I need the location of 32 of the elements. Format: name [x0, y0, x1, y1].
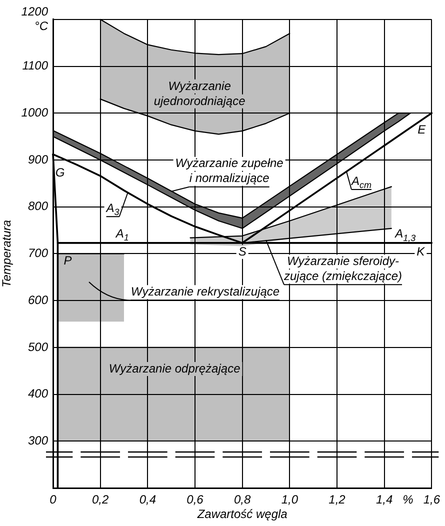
x-tick-label: 0,8	[234, 492, 251, 507]
x-tick-label: 0,4	[139, 492, 156, 507]
x-tick-label: 0,2	[92, 492, 109, 507]
x-tick-label: 1,4	[376, 492, 393, 507]
annotation: E	[418, 122, 427, 136]
y-axis-title: Temperatura	[0, 220, 14, 288]
annotation: P	[64, 253, 72, 268]
annotation: Wyżarzanie ujednorodniające	[154, 78, 246, 108]
y-tick-label: 1000	[21, 105, 48, 120]
y-tick-label: 1100	[22, 58, 48, 73]
annotation: Wyżarzanie zupełne i normalizujące	[175, 156, 284, 186]
y-tick-label: 700	[28, 246, 48, 260]
annotation: Wyżarzanie sferoidy- zujące (zmiękczające)	[282, 254, 402, 283]
x-tick-label: 1,0	[281, 492, 298, 507]
y-tick-label: 400	[28, 386, 48, 401]
x-tick-label: 0	[50, 492, 57, 507]
annotation: K	[416, 244, 426, 258]
x-tick-label: 1,6	[423, 492, 440, 507]
x-tick-label: %	[402, 492, 414, 507]
annotation: Wyżarzanie rekrystalizujące	[130, 284, 280, 298]
y-tick-label: 600	[28, 292, 48, 307]
x-tick-label: 0,6	[186, 492, 204, 507]
x-tick-label: 1,2	[328, 492, 346, 507]
y-tick-label: 900	[28, 152, 48, 166]
y-tick-label: 500	[28, 340, 48, 354]
annotation: Wyżarzanie odprężające	[108, 361, 241, 376]
annotation: S	[238, 244, 246, 258]
y-tick-label: 300	[28, 433, 48, 448]
annotation: G	[55, 166, 65, 180]
y-tick-label: 800	[28, 199, 48, 214]
y-tick-label: 1200 °C	[21, 4, 48, 33]
x-axis-title: Zawartość węgla	[196, 507, 288, 522]
